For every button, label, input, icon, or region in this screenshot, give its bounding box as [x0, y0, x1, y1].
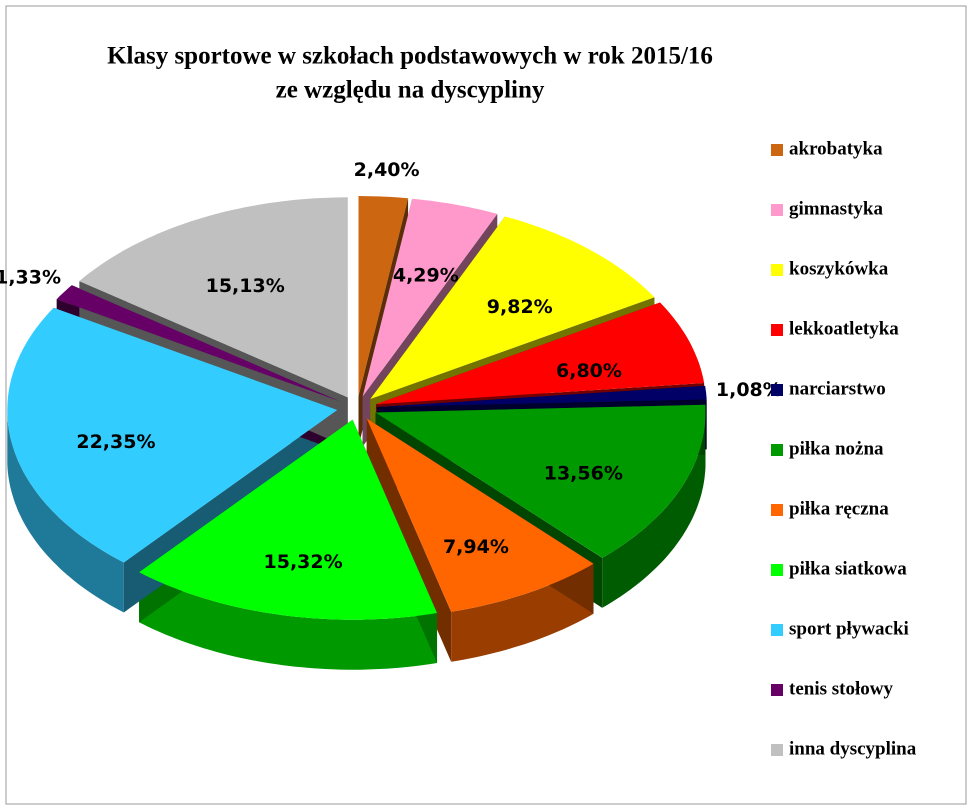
legend-label: piłka ręczna	[789, 498, 889, 519]
data-label: 9,82%	[487, 296, 553, 318]
data-label: 1,08%	[716, 379, 782, 401]
data-label: 6,80%	[556, 360, 622, 382]
data-label: 22,35%	[76, 431, 155, 453]
legend-swatch	[771, 504, 783, 516]
legend-label: gimnastyka	[789, 198, 883, 219]
chart-title: Klasy sportowe w szkołach podstawowych w…	[107, 43, 713, 70]
legend-swatch	[771, 144, 783, 156]
legend-label: piłka nożna	[789, 438, 884, 459]
data-label: 15,13%	[206, 275, 285, 297]
slice	[370, 216, 655, 400]
legend-swatch	[771, 384, 783, 396]
legend-label: inna dyscyplina	[789, 738, 917, 759]
chart-title: ze względu na dyscypliny	[276, 77, 545, 104]
legend-swatch	[771, 264, 783, 276]
slice	[375, 302, 705, 405]
legend-label: narciarstwo	[789, 378, 886, 399]
legend-swatch	[771, 324, 783, 336]
data-label: 2,40%	[354, 159, 420, 181]
slice	[362, 198, 498, 397]
data-label: 15,32%	[264, 551, 343, 573]
slice-side	[139, 572, 437, 670]
slice	[7, 307, 338, 563]
data-label: 13,56%	[544, 462, 623, 484]
slice	[366, 418, 594, 612]
legend-swatch	[771, 444, 783, 456]
slice-side	[7, 410, 124, 613]
slice	[376, 385, 707, 408]
legend-swatch	[771, 624, 783, 636]
slice	[358, 196, 409, 397]
slice	[375, 404, 706, 558]
legend-label: piłka siatkowa	[789, 558, 907, 579]
slice	[56, 285, 341, 402]
legend-swatch	[771, 204, 783, 216]
legend-label: tenis stołowy	[789, 678, 893, 699]
data-label: 1,33%	[0, 266, 61, 288]
legend-swatch	[771, 564, 783, 576]
legend-label: koszykówka	[789, 258, 889, 279]
legend-swatch	[771, 744, 783, 756]
legend-label: sport pływacki	[789, 618, 909, 639]
data-label: 7,94%	[443, 536, 509, 558]
legend-label: lekkoatletyka	[789, 318, 899, 339]
legend-swatch	[771, 684, 783, 696]
slice-side	[602, 412, 706, 608]
slice	[139, 419, 437, 620]
slice	[79, 197, 348, 398]
data-label: 4,29%	[393, 264, 459, 286]
legend-label: akrobatyka	[789, 138, 883, 159]
